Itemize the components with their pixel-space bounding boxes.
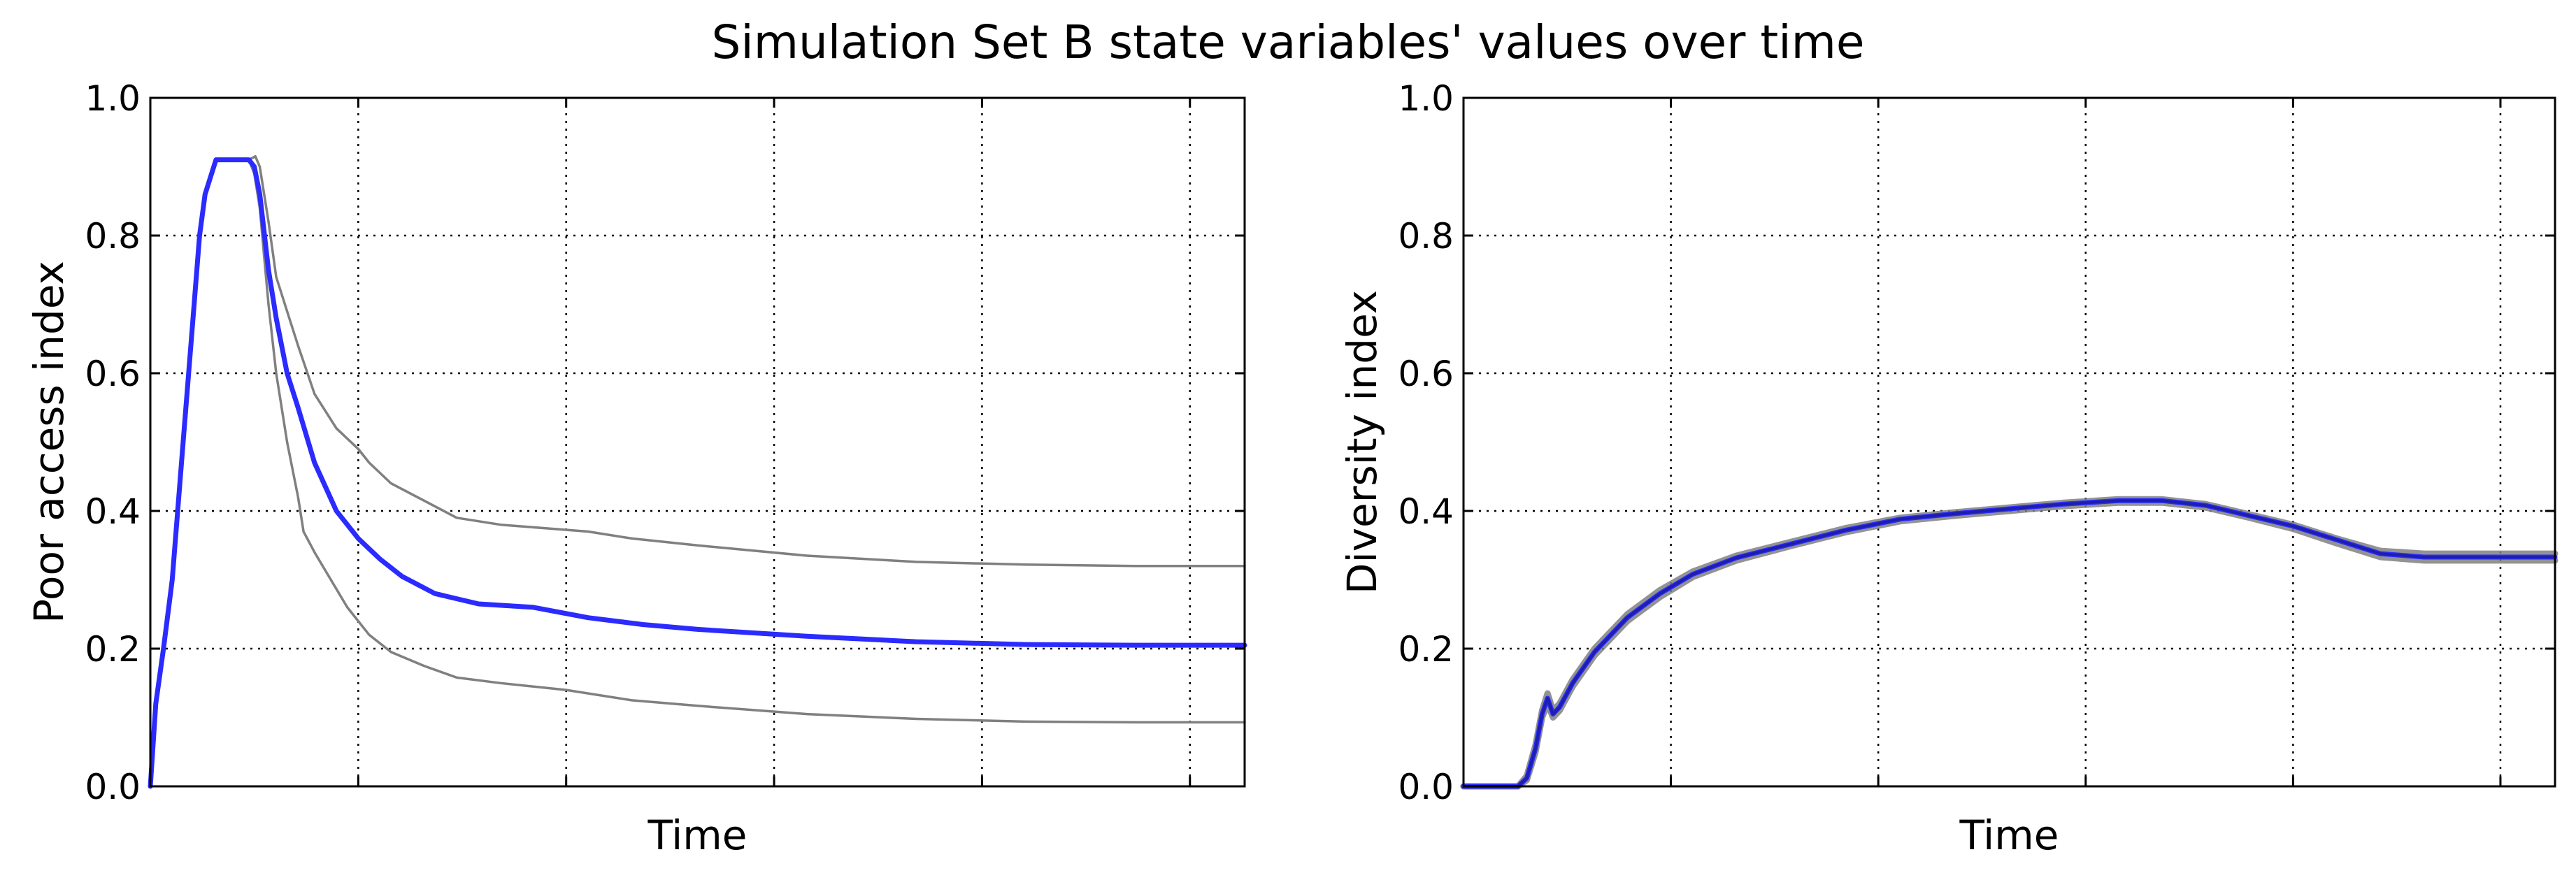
poor-access-ylabel: Poor access index (25, 261, 73, 623)
figure-title: Simulation Set B state variables' values… (711, 15, 1865, 69)
diversity-series-mean-core (1464, 499, 2555, 788)
diversity-series-upper-bound (1460, 496, 2559, 790)
diversity-ytick-label-2: 0.4 (1398, 491, 1454, 532)
poor-access-ytick-label-5: 1.0 (85, 78, 141, 119)
diversity-axes-frame (1462, 96, 2556, 788)
diversity-ytick-label-1: 0.2 (1398, 629, 1454, 670)
poor-access-series-lower-bound (149, 158, 1246, 788)
poor-access-series-upper-bound (149, 154, 1246, 788)
diversity-ytick-label-0: 0.0 (1398, 767, 1454, 807)
diversity-ylabel: Diversity index (1338, 290, 1386, 594)
poor-access-axes-frame (149, 96, 1246, 788)
diversity-xlabel: Time (1959, 812, 2059, 859)
diversity-ytick-label-3: 0.6 (1398, 354, 1454, 394)
poor-access-series-mean (148, 157, 1247, 789)
poor-access-ytick-label-2: 0.4 (85, 491, 141, 532)
diversity-ytick-label-4: 0.8 (1398, 216, 1454, 257)
poor-access-xlabel: Time (647, 812, 747, 859)
diversity-series-lower-bound (1460, 499, 2559, 790)
poor-access-ytick-label-3: 0.6 (85, 354, 141, 394)
poor-access-ytick-label-1: 0.2 (85, 629, 141, 670)
poor-access-ytick-label-0: 0.0 (85, 767, 141, 807)
poor-access-ytick-label-4: 0.8 (85, 216, 141, 257)
diversity-series-mean (1461, 498, 2558, 789)
diversity-ytick-label-5: 1.0 (1398, 78, 1454, 119)
